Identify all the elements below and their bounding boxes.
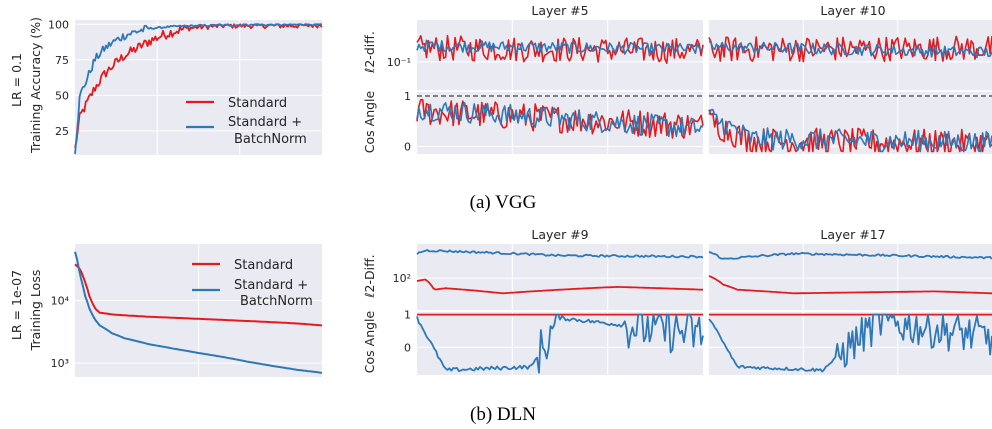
ytick-vgg-acc-3: 100 [48,18,69,31]
ylabel-dln-loss: Training Loss [28,270,43,352]
series-dln-top-0-1 [416,249,704,259]
series-vgg-bot-1-1 [708,108,992,153]
title-dln-layer9: Layer #9 [531,227,588,242]
ytick-dln-cos-1: 1 [404,309,411,322]
caption-a: (a) VGG [470,192,537,213]
ylabel-vgg-accuracy: Training Accuracy (%) [28,17,43,154]
ytick-vgg-l2-0: 10⁻¹ [387,56,411,69]
series-vgg-accuracy [74,23,323,155]
ytick-dln-loss-0: 10³ [51,357,69,370]
row-label-dln: LR = 1e-07 [9,270,24,340]
ylabel-vgg-l2: ℓ2-diff. [362,31,377,74]
series-vgg-top-1-1 [708,40,992,59]
series-dln-top-0-0 [416,278,704,295]
series-standard-acc [74,23,323,148]
series-vgg-top-0-0 [416,34,704,64]
ytick-vgg-acc-0: 25 [55,125,69,138]
panel-dln-l9-bot [417,312,703,375]
ytick-vgg-acc-2: 75 [55,54,69,67]
legend-standard-bn-1: Standard + [228,115,302,130]
title-vgg-layer10: Layer #10 [820,3,885,18]
yticks-vgg-accuracy: 25 50 75 100 [48,18,69,138]
legend-standard-bn-2: BatchNorm [234,132,307,147]
series-vgg-top-0-1 [416,39,704,56]
series-batchnorm-acc [74,23,322,155]
legend-vgg-accuracy: Standard Standard + BatchNorm [186,96,307,147]
grid-dln-loss [75,244,322,377]
legend-dln-loss: Standard Standard + BatchNorm [192,258,313,309]
series-dln-top-1-1 [708,251,992,260]
legend-standard-bn-b2: BatchNorm [240,294,313,309]
panel-dln-l9-top [417,244,703,310]
series-dln-loss [74,251,323,374]
series-standard-loss [74,263,323,327]
ytick-dln-l2-0: 10² [393,272,411,285]
ytick-vgg-cos-0: 0 [404,140,411,153]
series-vgg-bot-0-1 [416,102,704,138]
row-label-vgg: LR = 0.1 [9,53,24,107]
yticks-dln-loss: 10³ 10⁴ [51,295,70,371]
legend-standard-bn-b1: Standard + [234,278,308,293]
ytick-dln-cos-0: 0 [404,341,411,354]
ytick-vgg-acc-1: 50 [55,89,69,102]
series-batchnorm-loss [74,251,323,374]
yticks-vgg-layers: 10⁻¹ 0 1 [387,56,411,154]
title-vgg-layer5: Layer #5 [531,3,588,18]
panel-vgg-accuracy [75,20,322,155]
ytick-vgg-cos-1: 1 [404,90,411,103]
ylabel-dln-l2: ℓ2-Diff. [362,254,377,298]
ylabel-vgg-cos: Cos Angle [362,90,377,153]
series-dln-layers [416,249,992,374]
caption-b: (b) DLN [470,404,536,425]
ytick-dln-loss-1: 10⁴ [51,295,70,308]
series-dln-bot-1-1 [708,313,992,373]
title-dln-layer17: Layer #17 [820,227,885,242]
series-vgg-bot-1-0 [708,109,992,153]
series-dln-top-1-0 [708,275,992,295]
ylabel-dln-cos: Cos Angle [362,310,377,373]
series-dln-bot-0-1 [416,313,704,374]
yticks-dln-layers: 10² 0 1 [393,272,411,354]
legend-standard: Standard [228,96,287,111]
series-vgg-layers [416,34,992,153]
legend-standard-b: Standard [234,258,293,273]
